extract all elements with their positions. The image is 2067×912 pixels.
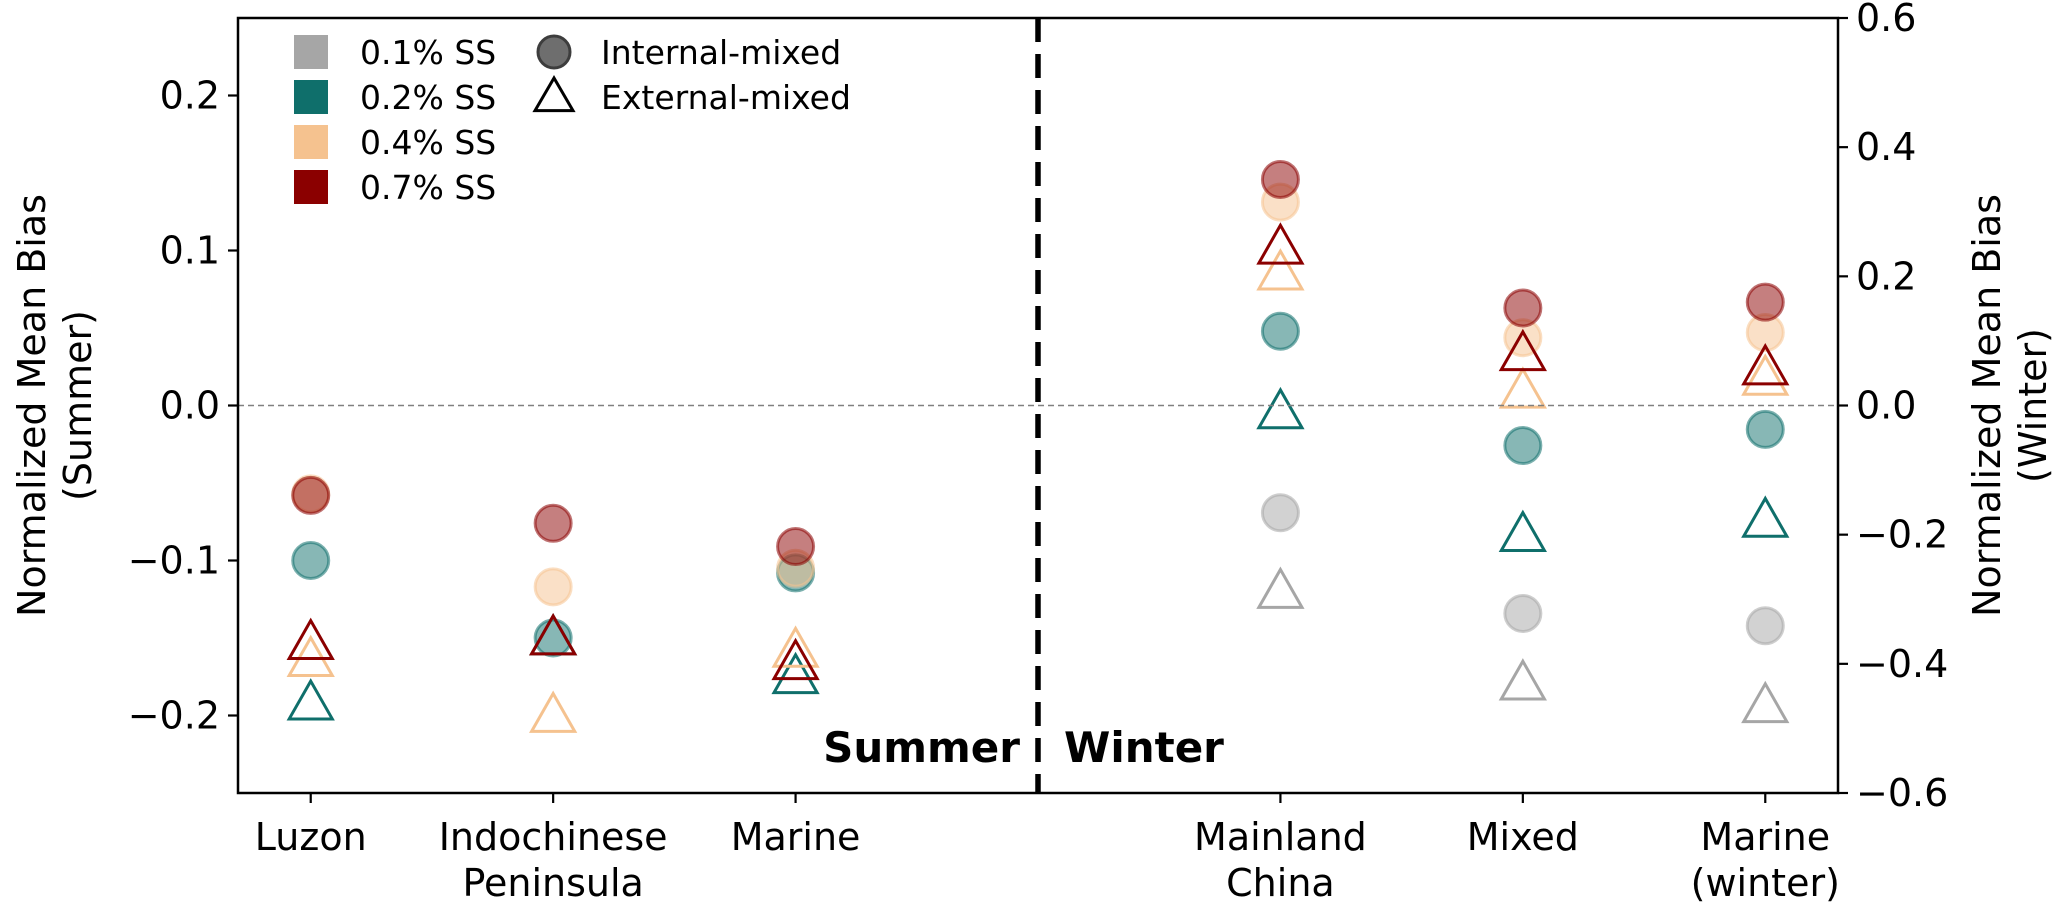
internal-mixed-point-07pct-0 (291, 475, 331, 515)
external-mixed-point-04pct-0 (286, 634, 335, 678)
external-mixed-point-02pct-0 (286, 678, 335, 721)
left-y-axis-title: Normalized Mean Bias(Summer) (10, 194, 100, 617)
x-tick-label: Marine (winter) (1691, 815, 1840, 905)
external-mixed-point-04pct-5 (1741, 353, 1790, 396)
legend-label-marker-0: Internal-mixed (601, 33, 841, 72)
left-y-tick-label: 0.0 (160, 384, 220, 428)
right-y-axis-title: Normalized Mean Bias(Winter) (1965, 194, 2055, 617)
season-label-summer: Summer (823, 723, 1020, 772)
internal-mixed-point-02pct-5 (1745, 409, 1785, 449)
internal-mixed-point-07pct-3 (1260, 159, 1300, 199)
internal-mixed-point-02pct-3 (1260, 311, 1300, 351)
x-tick-label: Indochinese Peninsula (439, 815, 668, 905)
external-mixed-point-07pct-3 (1256, 222, 1305, 265)
x-tick-label: Marine (731, 815, 861, 859)
external-mixed-point-04pct-3 (1256, 248, 1305, 291)
legend-label-ss-3: 0.7% SS (360, 168, 496, 207)
legend-label-marker-1: External-mixed (601, 78, 851, 117)
external-mixed-point-02pct-4 (1498, 509, 1547, 553)
internal-mixed-point-07pct-5 (1745, 282, 1785, 322)
internal-mixed-point-01pct-3 (1260, 493, 1300, 533)
legend-label-ss-2: 0.4% SS (360, 123, 496, 162)
external-mixed-point-02pct-5 (1741, 495, 1790, 538)
legend-marker-circle (536, 34, 572, 70)
left-y-tick-label: −0.2 (128, 694, 220, 738)
x-tick-label: Mainland China (1194, 815, 1367, 905)
internal-mixed-point-01pct-5 (1745, 606, 1785, 646)
external-mixed-point-01pct-5 (1741, 680, 1790, 724)
legend-marker-triangle (532, 75, 576, 113)
left-y-tick-label: 0.1 (160, 229, 220, 273)
internal-mixed-point-04pct-1 (533, 567, 573, 607)
internal-mixed-point-07pct-1 (533, 503, 573, 543)
left-y-tick-label: 0.2 (160, 74, 220, 118)
external-mixed-point-07pct-2 (771, 637, 820, 681)
legend-swatch-3 (294, 170, 328, 204)
external-mixed-point-01pct-3 (1256, 566, 1305, 609)
legend-label-ss-1: 0.2% SS (360, 78, 496, 117)
external-mixed-point-04pct-2 (771, 625, 820, 668)
internal-mixed-point-07pct-2 (776, 527, 816, 567)
external-mixed-point-07pct-4 (1498, 328, 1547, 372)
data-marks (286, 159, 1790, 733)
internal-mixed-point-02pct-0 (291, 541, 331, 580)
right-y-tick-label: −0.4 (1856, 642, 1948, 686)
external-mixed-point-01pct-4 (1498, 658, 1547, 701)
external-mixed-point-02pct-2 (771, 651, 820, 695)
legend-swatch-2 (294, 125, 328, 159)
x-tick-label: Mixed (1467, 815, 1579, 859)
season-label-winter: Winter (1064, 723, 1224, 772)
right-y-tick-label: 0.2 (1856, 254, 1916, 298)
legend: 0.1% SS 0.2% SS 0.4% SS 0.7% SS Internal-mix… (294, 33, 851, 207)
right-y-tick-label: −0.6 (1856, 771, 1948, 815)
right-y-tick-label: 0.0 (1856, 384, 1916, 428)
legend-swatch-1 (294, 80, 328, 114)
external-mixed-point-07pct-0 (286, 617, 335, 660)
axes: −0.2 −0.1 0.0 0.1 0.2 −0.6 −0.4 −0.2 0.0 0.2 0.4 0.… (10, 0, 2055, 905)
external-mixed-point-07pct-5 (1741, 343, 1790, 386)
legend-swatch-0 (294, 35, 328, 69)
external-mixed-point-04pct-4 (1498, 366, 1547, 409)
right-y-tick-label: 0.6 (1856, 0, 1916, 40)
legend-label-ss-0: 0.1% SS (360, 33, 496, 72)
internal-mixed-point-02pct-4 (1503, 426, 1543, 466)
left-y-tick-label: −0.1 (128, 539, 220, 583)
external-mixed-point-02pct-3 (1256, 386, 1305, 430)
internal-mixed-point-01pct-4 (1503, 593, 1543, 633)
external-mixed-point-04pct-1 (529, 690, 578, 733)
right-y-tick-label: −0.2 (1856, 513, 1948, 557)
internal-mixed-point-07pct-4 (1503, 288, 1543, 328)
x-tick-label: Luzon (255, 815, 367, 859)
external-mixed-point-07pct-1 (529, 612, 578, 656)
right-y-tick-label: 0.4 (1856, 125, 1916, 169)
